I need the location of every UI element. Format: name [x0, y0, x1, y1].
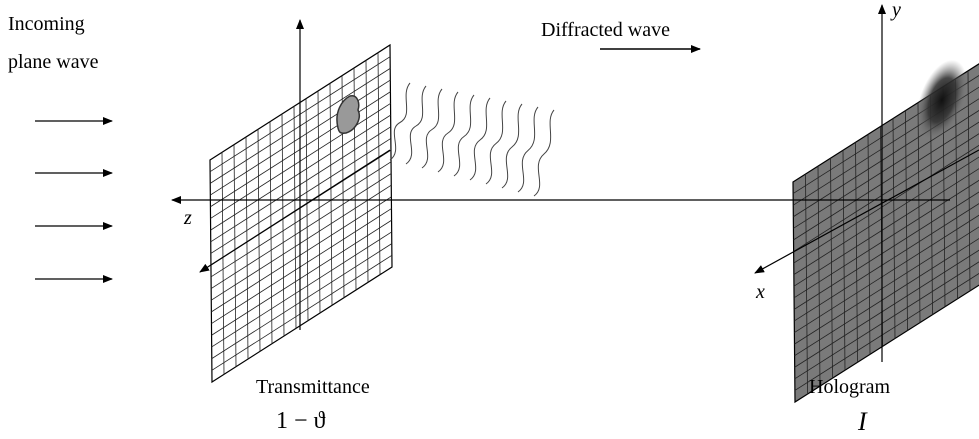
incoming-arrows [35, 121, 112, 279]
incoming-label: Incoming [8, 13, 85, 35]
wavefront [422, 89, 442, 168]
diagram: Incoming plane wave z x y Diffracted wav… [0, 0, 979, 439]
incoming-label: plane wave [8, 51, 99, 73]
transmittance-grid [210, 45, 392, 382]
wavefront [534, 110, 554, 196]
hologram-symbol: I [857, 407, 868, 436]
wavefront [486, 101, 506, 184]
axis-label: z [183, 207, 192, 229]
wavefront [454, 95, 474, 176]
transmittance-symbol: 1 − ϑ [276, 408, 326, 434]
wavefront [470, 98, 490, 180]
wavefront [502, 104, 522, 188]
wavefronts [390, 83, 554, 196]
axis-label: x [755, 281, 765, 303]
wavefront [518, 107, 538, 192]
transmittance-label: Transmittance [256, 376, 370, 398]
wavefront [406, 86, 426, 164]
wavefront [390, 83, 410, 160]
wavefront [438, 92, 458, 172]
hologram-label: Hologram [809, 376, 891, 398]
diffracted-label: Diffracted wave [541, 19, 670, 41]
axis-label: y [890, 0, 901, 21]
